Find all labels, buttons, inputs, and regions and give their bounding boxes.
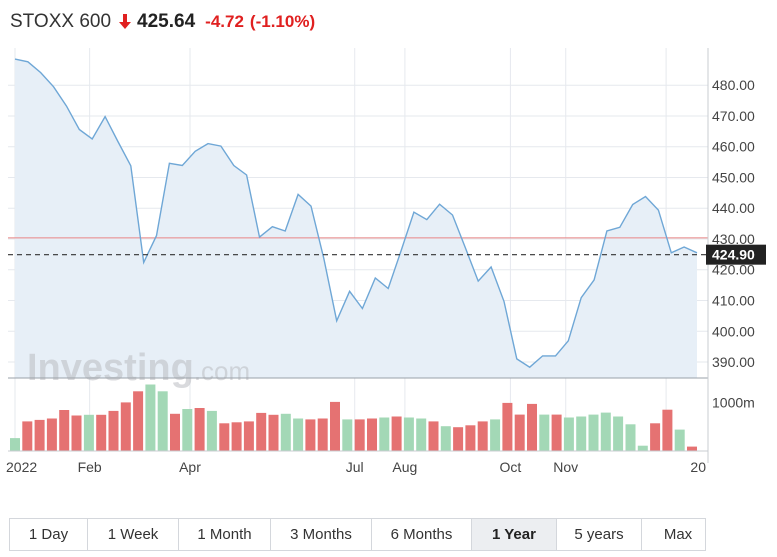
volume-bar [145,384,156,451]
tab-6-months[interactable]: 6 Months [372,519,472,550]
volume-bar [133,391,144,451]
volume-bar [206,410,217,451]
volume-bar [527,403,537,451]
volume-bar [194,408,205,451]
volume-bar [367,418,377,451]
price-line [14,58,698,369]
volume-bar [280,413,291,451]
y-tick-label: 460.00 [712,139,755,155]
volume-bar [59,410,70,451]
tab-5-years[interactable]: 5 years [557,519,642,550]
volume-bar [539,414,550,451]
volume-bar [416,418,427,451]
price-change: -4.72 [205,12,244,31]
volume-bar [293,418,304,451]
volume-bar [637,445,648,451]
volume-tick-label: 1000m [712,394,755,410]
x-tick-label: 2022 [6,459,37,475]
x-tick-label: Feb [78,459,102,475]
watermark-logo: Investing.com [27,347,250,389]
volume-bar [71,415,82,451]
volume-bar [96,414,107,451]
volume-bar [305,419,316,451]
y-tick-label: 480.00 [712,77,755,93]
x-tick-label: 20 [690,459,706,475]
volume-bar [453,427,464,451]
volume-bar [490,419,501,451]
price-area [15,59,697,378]
volume-bar [120,402,131,451]
volume-bar [342,419,353,451]
volume-bar [219,423,230,451]
tab-1-week[interactable]: 1 Week [88,519,179,550]
volume-bar [10,438,20,451]
volume-bar [563,417,574,451]
volume-bar [502,402,513,451]
volume-bar [256,412,267,451]
time-range-tabs: 1 Day 1 Week 1 Month 3 Months 6 Months 1 Year… [9,518,706,551]
volume-bar [231,422,242,451]
volume-bar [354,419,365,451]
x-tick-label: Oct [500,459,522,475]
current-price-badge [706,244,766,265]
volume-bar [243,421,254,451]
volume-bar [83,414,94,451]
y-tick-label: 400.00 [712,323,755,339]
volume-bar [268,414,279,451]
quote-header: STOXX 600 425.64 -4.72 (-1.10%) [10,9,315,35]
y-tick-label: 390.00 [712,354,755,370]
y-tick-label: 420.00 [712,262,755,278]
volume-bar [588,414,599,451]
volume-bar [22,421,33,451]
volume-bar [600,412,611,451]
volume-bar [650,423,661,451]
volume-bar [182,409,193,451]
volume-bar [440,426,451,451]
volume-bar [170,413,180,451]
y-tick-label: 470.00 [712,108,755,124]
volume-bar [477,421,488,451]
volume-bar [662,409,673,451]
tab-3-months[interactable]: 3 Months [271,519,372,550]
y-tick-label: 450.00 [712,169,755,185]
x-tick-label: Nov [553,459,578,475]
volume-bar [379,417,390,451]
volume-bar [465,425,476,451]
volume-bar [46,418,57,451]
price-chart[interactable]: Investing.com 480.00 470.00 460.00 450.00 440… [0,48,777,476]
volume-bar [34,419,45,451]
volume-bar [317,418,328,451]
volume-bar [576,416,587,451]
price-change-percent: (-1.10%) [249,12,316,31]
volume-bar [514,414,525,451]
down-arrow-icon [119,14,132,29]
volume-bar [391,416,402,451]
volume-bar [403,417,414,451]
y-tick-label: 410.00 [712,292,755,308]
volume-bar [551,414,562,451]
volume-bar [157,391,168,451]
last-price: 425.64 [137,11,196,32]
volume-bar [687,446,697,451]
y-tick-label: 440.00 [712,200,755,216]
tab-1-day[interactable]: 1 Day [10,519,88,550]
tab-1-year[interactable]: 1 Year [472,519,557,550]
volume-bar [674,429,685,451]
volume-bar [625,424,636,451]
x-tick-label: Aug [392,459,417,475]
x-tick-label: Jul [346,459,364,475]
volume-bar [428,421,439,451]
tab-1-month[interactable]: 1 Month [179,519,271,550]
volume-bar [330,401,340,451]
volume-bar [108,410,119,451]
symbol-name: STOXX 600 [10,11,112,32]
volume-bar [613,416,624,451]
x-tick-label: Apr [179,459,201,475]
y-tick-label: 430.00 [712,231,755,247]
tab-max[interactable]: Max [663,526,693,543]
current-price-label: 424.90 [712,247,755,263]
